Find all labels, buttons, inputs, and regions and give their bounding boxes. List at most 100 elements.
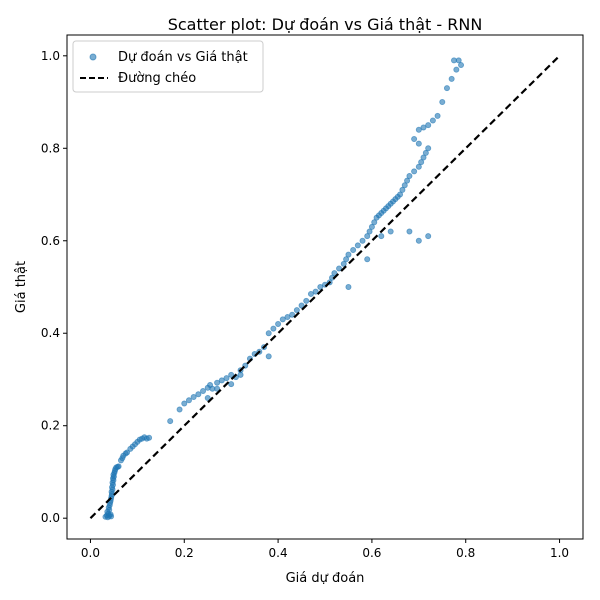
y-axis-label: Giá thật [14,261,29,313]
scatter-point [434,112,441,119]
scatter-point [265,330,272,337]
scatter-point [265,353,272,360]
scatter-point [214,379,221,386]
x-tick-label: 1.0 [550,546,569,560]
scatter-point [401,182,408,189]
legend: Dự đoán vs Giá thật Đường chéo [72,40,264,93]
scatter-point [420,154,427,161]
scatter-point [167,418,174,425]
scatter-point [368,223,375,230]
scatter-point [284,314,291,321]
scatter-point [429,117,436,124]
scatter-point [425,122,432,129]
scatter-point [214,385,221,392]
scatter-point [270,325,277,332]
scatter-point [425,233,432,240]
scatter-point [448,75,455,82]
scatter-point [340,260,347,267]
scatter-point [420,124,427,131]
x-tick-label: 0.0 [81,546,100,560]
scatter-point [336,265,343,272]
scatter-point [411,136,418,143]
scatter-point [195,391,202,398]
scatter-series [102,57,465,521]
scatter-point [415,126,422,133]
scatter-point [275,320,282,327]
scatter-point [364,256,371,263]
scatter-point [415,237,422,244]
scatter-point [406,173,413,180]
scatter-point [415,163,422,170]
scatter-point [439,99,446,106]
scatter-point [115,463,122,470]
legend-box [72,40,264,93]
y-tick-label: 0.2 [41,419,60,433]
y-tick-label: 1.0 [41,49,60,63]
scatter-point [345,251,352,258]
scatter-point [190,394,197,401]
chart-title: Scatter plot: Dự đoán vs Giá thật - RNN [168,15,483,34]
scatter-point [307,290,314,297]
scatter-point [303,297,310,304]
scatter-point [443,85,450,92]
y-tick-label: 0.4 [41,326,60,340]
scatter-point [359,237,366,244]
x-tick-label: 0.8 [456,546,475,560]
scatter-point [378,233,385,240]
scatter-point [108,513,115,520]
scatter-point [422,149,429,156]
plot-area [66,34,584,540]
scatter-point [418,159,425,166]
scatter-point [364,233,371,240]
scatter-point [354,242,361,249]
scatter-point [298,302,305,309]
scatter-point [406,228,413,235]
scatter-point [399,186,406,193]
scatter-point [223,375,230,382]
scatter-point [411,168,418,175]
plot-frame [66,34,584,540]
x-tick-label: 0.6 [362,546,381,560]
x-tick-label: 0.4 [269,546,288,560]
scatter-point [228,381,235,388]
scatter-point [425,145,432,152]
scatter-point [293,307,300,314]
x-tick-label: 0.2 [175,546,194,560]
scatter-point [317,283,324,290]
y-tick-label: 0.0 [41,511,60,525]
scatter-point [404,177,411,184]
scatter-point [200,388,207,395]
scatter-point [181,400,188,407]
scatter-point [345,283,352,290]
scatter-point [397,191,404,198]
scatter-point [455,57,462,64]
scatter-point [331,270,338,277]
legend-label-scatter: Dự đoán vs Giá thật [118,50,248,65]
legend-marker-scatter [89,53,97,61]
scatter-point [185,397,192,404]
scatter-point [387,228,394,235]
scatter-point [237,371,244,378]
scatter-point [204,394,211,401]
scatter-point [289,311,296,318]
y-tick-label: 0.8 [41,141,60,155]
scatter-point [228,371,235,378]
scatter-point [176,406,183,413]
scatter-point [453,66,460,73]
scatter-point [146,434,153,441]
scatter-point [415,140,422,147]
scatter-point [124,449,131,456]
scatter-point [279,316,286,323]
legend-label-line: Đường chéo [118,71,196,86]
scatter-point [312,288,319,295]
scatter-point [350,247,357,254]
x-axis-label: Giá dự đoán [286,571,365,586]
scatter-point [371,219,378,226]
y-axis: 0.0 0.2 0.4 0.6 0.8 1.0 [41,49,67,525]
scatter-point [458,62,465,69]
x-axis: 0.0 0.2 0.4 0.6 0.8 1.0 [81,539,569,560]
scatter-point [343,256,350,263]
scatter-point [366,228,373,235]
scatter-point [218,377,225,384]
